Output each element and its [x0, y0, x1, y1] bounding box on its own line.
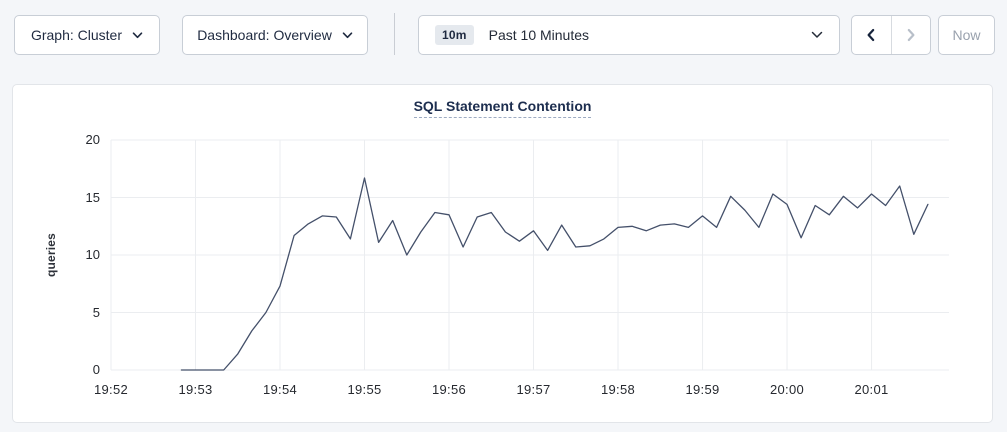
- x-tick-label: 20:01: [854, 382, 889, 397]
- time-range-label: Past 10 Minutes: [488, 27, 590, 43]
- next-time-button[interactable]: [890, 16, 931, 54]
- plot-area[interactable]: [13, 129, 992, 424]
- x-tick-label: 19:57: [516, 382, 551, 397]
- graph-dropdown-label: Graph: Cluster: [30, 27, 123, 43]
- y-tick-label: 0: [92, 362, 100, 377]
- topbar-divider: [394, 13, 395, 55]
- x-tick-label: 19:58: [600, 382, 636, 397]
- chevron-down-icon: [132, 31, 143, 38]
- y-tick-label: 20: [85, 132, 100, 147]
- time-range-picker[interactable]: 10m Past 10 Minutes: [418, 15, 840, 55]
- time-window-badge: 10m: [435, 25, 474, 45]
- chevron-right-icon: [907, 28, 915, 42]
- chevron-left-icon: [867, 28, 875, 42]
- dashboard-dropdown-label: Dashboard: Overview: [197, 27, 332, 43]
- chart-title[interactable]: SQL Statement Contention: [413, 98, 592, 118]
- metric-line: [180, 177, 929, 371]
- chevron-down-icon: [811, 31, 823, 38]
- y-tick-label: 15: [85, 189, 100, 205]
- time-nav-group: [851, 15, 931, 55]
- x-tick-label: 19:54: [262, 382, 298, 397]
- x-tick-label: 20:00: [770, 382, 805, 397]
- x-tick-label: 19:55: [347, 382, 382, 397]
- plot-region: queries 19:52 19:53 19:54 19:55 19:56 19:57 19…: [13, 129, 992, 424]
- y-axis-label: queries: [44, 232, 58, 278]
- chart-card: SQL Statement Contention queries 19:52 19…: [12, 84, 993, 423]
- y-tick-label: 10: [85, 247, 100, 262]
- x-tick-label: 19:52: [93, 382, 129, 397]
- dashboard-dropdown[interactable]: Dashboard: Overview: [182, 15, 368, 55]
- x-tick-label: 19:56: [431, 382, 467, 397]
- x-tick-label: 19:59: [685, 382, 720, 397]
- now-button[interactable]: Now: [938, 15, 995, 55]
- y-tick-label: 5: [92, 304, 100, 320]
- graph-dropdown[interactable]: Graph: Cluster: [14, 15, 160, 55]
- chart-title-row: SQL Statement Contention: [13, 98, 992, 118]
- chevron-down-icon: [342, 31, 353, 38]
- prev-time-button[interactable]: [852, 16, 891, 54]
- x-tick-label: 19:53: [178, 382, 213, 397]
- now-button-label: Now: [952, 27, 981, 43]
